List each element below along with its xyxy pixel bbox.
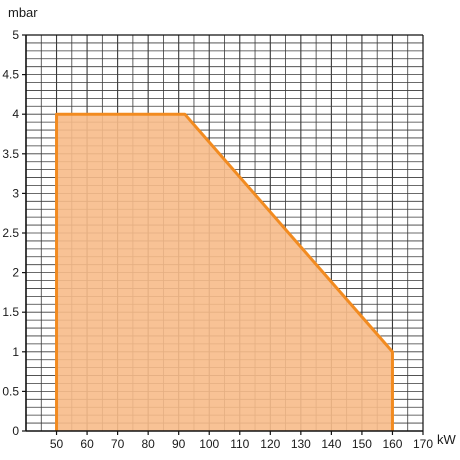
y-tick-label: 4.5 [2, 68, 19, 82]
x-tick-label: 110 [230, 437, 249, 451]
x-tick-label: 60 [80, 437, 94, 451]
x-tick-label: 140 [321, 437, 341, 451]
tick-labels: 0 0.5 1 1.5 2 2.5 3 3.5 4 4.5 5 50 60 70 80 90 100 110 120… [2, 28, 433, 451]
y-tick-label: 2.5 [2, 226, 19, 240]
y-tick-label: 0.5 [2, 384, 19, 398]
x-tick-label: 170 [413, 437, 433, 451]
x-tick-label: 150 [352, 437, 372, 451]
x-tick-label: 120 [260, 437, 280, 451]
working-range-fill [56, 114, 393, 431]
y-tick-label: 2 [12, 266, 19, 280]
x-tick-label: 80 [141, 437, 155, 451]
y-tick-label: 1.5 [2, 305, 19, 319]
y-tick-label: 4 [12, 107, 19, 121]
x-tick-label: 100 [199, 437, 219, 451]
x-tick-label: 130 [291, 437, 311, 451]
x-axis-unit-label: kW [437, 432, 457, 447]
axes [22, 34, 424, 435]
y-tick-label: 1 [12, 345, 19, 359]
x-tick-label: 160 [382, 437, 402, 451]
x-tick-label: 70 [111, 437, 125, 451]
y-tick-label: 5 [12, 28, 19, 42]
x-tick-label: 90 [172, 437, 186, 451]
y-tick-label: 3.5 [2, 147, 19, 161]
y-tick-label: 0 [12, 424, 19, 438]
y-axis-unit-label: mbar [8, 5, 38, 20]
x-tick-label: 50 [50, 437, 64, 451]
y-tick-label: 3 [12, 186, 19, 200]
